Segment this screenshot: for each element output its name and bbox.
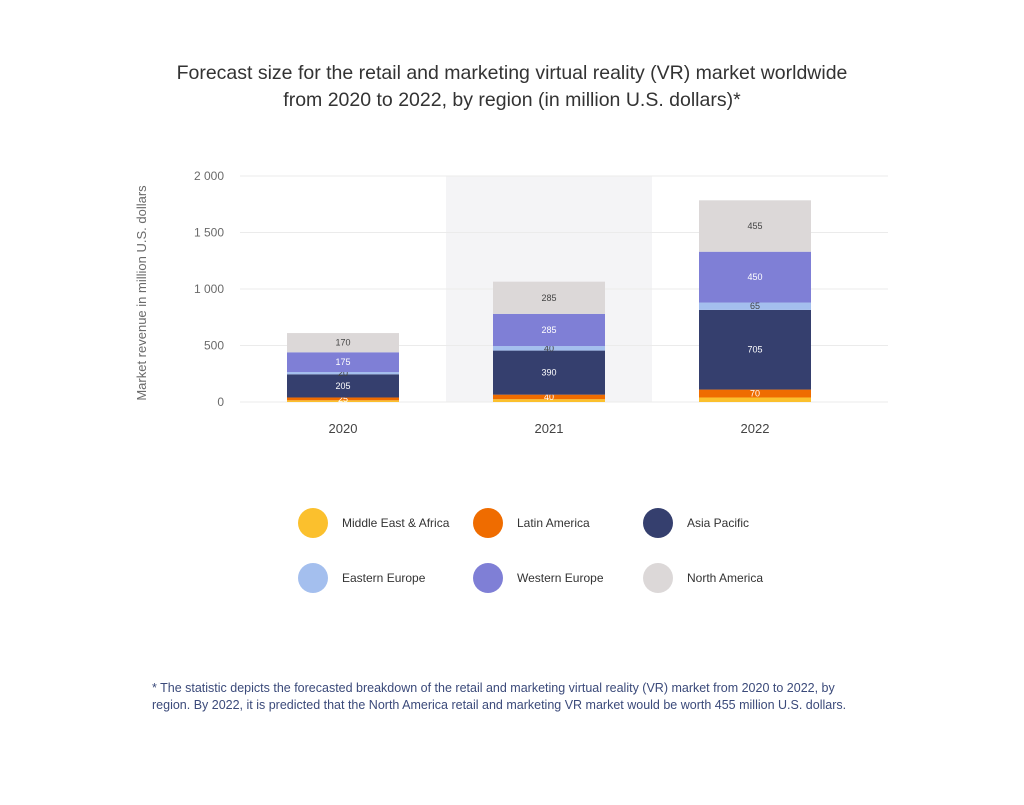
bar-segment bbox=[699, 397, 811, 402]
legend-item: Latin America bbox=[473, 505, 590, 541]
chart-title-line-2: from 2020 to 2022, by region (in million… bbox=[283, 89, 741, 111]
legend-item: Middle East & Africa bbox=[298, 505, 449, 541]
legend-item: Eastern Europe bbox=[298, 560, 425, 596]
legend-item: North America bbox=[643, 560, 763, 596]
bar-segment bbox=[493, 350, 605, 395]
data-label: 285 bbox=[541, 293, 556, 303]
y-tick-label: 1 500 bbox=[194, 226, 224, 240]
bar-segment bbox=[287, 397, 399, 401]
bar-segment bbox=[699, 389, 811, 398]
chart-title-line-1: Forecast size for the retail and marketi… bbox=[176, 62, 848, 84]
bar-segment bbox=[493, 346, 605, 351]
bar-segment bbox=[287, 333, 399, 353]
x-tick-label: 2022 bbox=[741, 421, 770, 436]
bar-segment bbox=[493, 399, 605, 402]
legend-swatch bbox=[643, 508, 673, 538]
footnote-line-1: * The statistic depicts the forecasted b… bbox=[152, 681, 835, 695]
legend-label: Middle East & Africa bbox=[342, 516, 450, 530]
legend-item: Asia Pacific bbox=[643, 505, 749, 541]
data-label: 40 bbox=[544, 392, 554, 402]
bar-segment bbox=[699, 251, 811, 303]
x-tick-label: 2020 bbox=[329, 421, 358, 436]
chart-title: Forecast size for the retail and marketi… bbox=[100, 60, 924, 114]
bar-segment bbox=[287, 374, 399, 398]
bar-segment bbox=[493, 313, 605, 347]
bar-segment bbox=[287, 352, 399, 373]
data-label: 65 bbox=[750, 301, 760, 311]
legend-label: Latin America bbox=[517, 516, 590, 530]
data-label: 175 bbox=[335, 357, 350, 367]
y-tick-label: 0 bbox=[217, 395, 224, 409]
bar-segment bbox=[493, 281, 605, 314]
data-label: 40 bbox=[544, 343, 554, 353]
x-tick-label: 2021 bbox=[535, 421, 564, 436]
data-label: 390 bbox=[541, 368, 556, 378]
bar-segment bbox=[287, 400, 399, 402]
data-label: 450 bbox=[747, 272, 762, 282]
footnote-line-2: region. By 2022, it is predicted that th… bbox=[152, 698, 847, 712]
legend: Middle East & Africa Latin America Asia Pa… bbox=[298, 505, 818, 605]
data-label: 25 bbox=[338, 394, 348, 404]
bar-segment bbox=[699, 309, 811, 390]
legend-label: North America bbox=[687, 571, 764, 585]
y-tick-label: 500 bbox=[204, 339, 224, 353]
data-label: 20 bbox=[338, 368, 348, 378]
legend-swatch bbox=[643, 563, 673, 593]
legend-label: Western Europe bbox=[517, 571, 604, 585]
legend-swatch bbox=[298, 563, 328, 593]
legend-label: Eastern Europe bbox=[342, 571, 426, 585]
footnote: * The statistic depicts the forecasted b… bbox=[152, 680, 912, 714]
legend-item: Western Europe bbox=[473, 560, 604, 596]
bar-segment bbox=[287, 372, 399, 375]
y-axis-label: Market revenue in million U.S. dollars bbox=[134, 185, 149, 401]
data-label: 455 bbox=[747, 221, 762, 231]
y-tick-label: 1 000 bbox=[194, 282, 224, 296]
legend-swatch bbox=[298, 508, 328, 538]
plot-area: 0 500 1 000 1 500 2 000 Market revenue in mil… bbox=[134, 169, 888, 436]
data-label: 70 bbox=[750, 389, 760, 399]
data-label: 705 bbox=[747, 345, 762, 355]
legend-swatch bbox=[473, 563, 503, 593]
data-label: 170 bbox=[335, 338, 350, 348]
bar-segment bbox=[493, 394, 605, 400]
bar-segment bbox=[699, 302, 811, 310]
y-tick-label: 2 000 bbox=[194, 169, 224, 183]
data-label: 205 bbox=[335, 381, 350, 391]
legend-swatch bbox=[473, 508, 503, 538]
legend-label: Asia Pacific bbox=[687, 516, 750, 530]
data-label: 285 bbox=[541, 325, 556, 335]
bar-segment bbox=[699, 200, 811, 252]
